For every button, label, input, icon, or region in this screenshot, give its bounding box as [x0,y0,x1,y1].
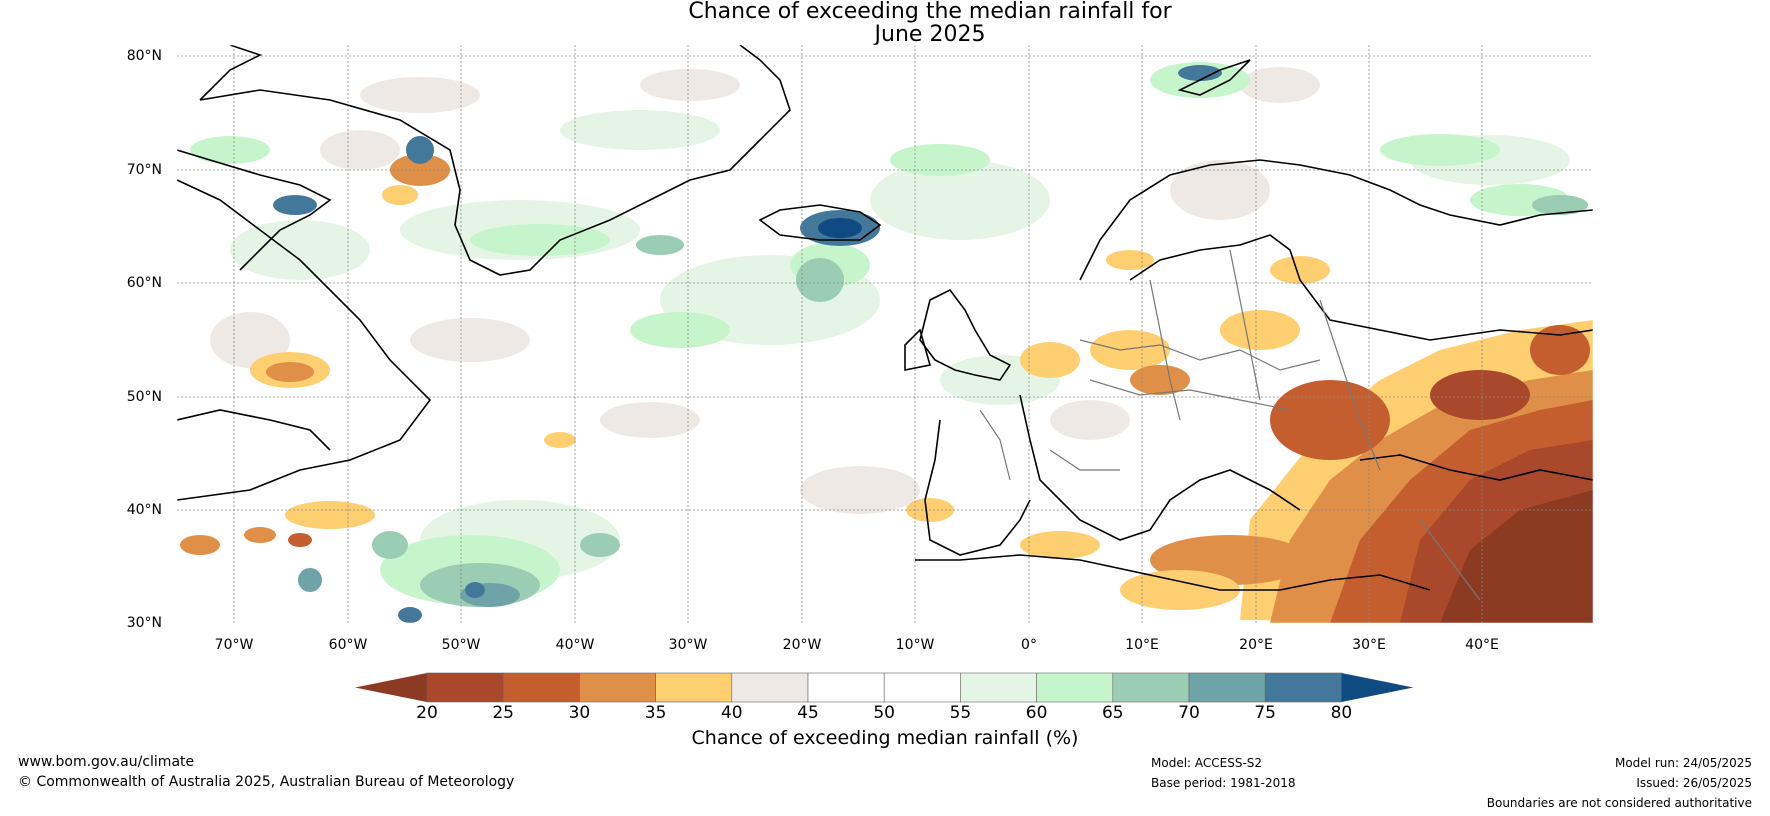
model-name: Model: ACCESS-S2 [1151,756,1263,770]
probability-fill [180,62,1593,623]
colorbar-segment [655,672,733,703]
colorbar-segment [883,672,961,703]
latitude-label-50n: 50°N [126,389,162,405]
latitude-label-60n: 60°N [126,275,162,291]
colorbar-tick-label: 45 [797,703,819,723]
colorbar-tick-label: 20 [416,703,438,723]
longitude-label: 40°E [1465,637,1499,653]
longitude-label: 20°E [1239,637,1273,653]
colorbar-extend-low [355,673,427,702]
colorbar-extend-high [1341,673,1414,702]
colorbar-segment [807,672,885,703]
latitude-label-40n: 40°N [126,502,162,518]
map-area [177,45,1593,623]
longitude-label: 50°W [441,637,481,653]
coastlines [177,45,1593,591]
colorbar-segment [731,672,809,703]
boundaries-note: Boundaries are not considered authoritat… [1486,796,1752,810]
latitude-label-70n: 70°N [126,162,162,178]
longitude-label: 60°W [328,637,368,653]
longitude-label: 30°E [1352,637,1386,653]
website-link[interactable]: www.bom.gov.au/climate [18,754,195,770]
copyright-text: © Commonwealth of Australia 2025, Austra… [18,774,515,790]
colorbar-tick-label: 30 [568,703,591,723]
colorbar-segment [1112,672,1190,703]
colorbar-tick-label: 75 [1254,703,1276,723]
colorbar [355,672,1414,703]
longitude-label: 0° [1021,637,1037,653]
colorbar-tick-label: 55 [949,703,972,723]
colorbar-segment [1036,672,1114,703]
base-period: Base period: 1981-2018 [1151,776,1296,790]
colorbar-segment [1188,672,1266,703]
issued-date: Issued: 26/05/2025 [1636,776,1752,790]
colorbar-segment [960,672,1037,703]
colorbar-title: Chance of exceeding median rainfall (%) [691,727,1079,749]
longitude-label: 10°E [1125,637,1159,653]
colorbar-tick-label: 50 [873,703,895,723]
longitude-label: 40°W [555,637,595,653]
colorbar-tick-label: 35 [644,703,667,723]
colorbar-tick-label: 40 [720,703,743,723]
colorbar-tick-label: 70 [1178,703,1200,723]
longitude-label: 70°W [214,637,254,653]
longitude-label: 10°W [895,637,935,653]
colorbar-tick-label: 25 [492,703,514,723]
map-title-line1: Chance of exceeding the median rainfall … [688,0,1172,24]
model-run-date: Model run: 24/05/2025 [1614,756,1752,770]
map-frame [176,44,1594,624]
colorbar-segment [426,672,504,703]
map-title-line2: June 2025 [874,22,986,47]
longitude-label: 20°W [782,637,822,653]
colorbar-segment [579,672,656,703]
longitude-label: 30°W [668,637,708,653]
colorbar-tick-label: 80 [1330,703,1353,723]
colorbar-tick-label: 60 [1025,703,1048,723]
colorbar-tick-label: 65 [1101,703,1124,723]
country-borders [979,249,1481,601]
colorbar-segment [502,672,580,703]
colorbar-segment [1264,672,1342,703]
latitude-label-80n: 80°N [126,48,162,64]
latitude-label-30n: 30°N [126,615,162,631]
